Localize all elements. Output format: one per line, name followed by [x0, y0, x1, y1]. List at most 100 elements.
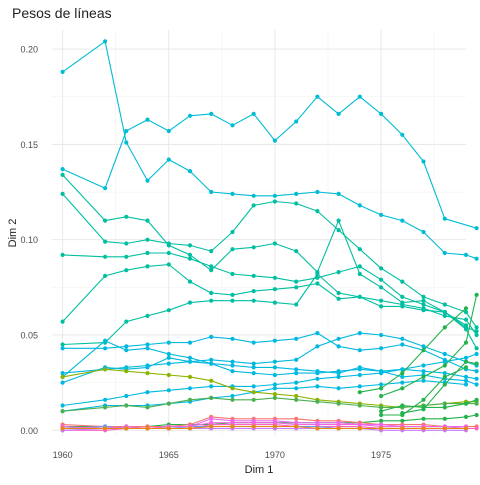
- data-point: [315, 94, 320, 99]
- data-point: [230, 123, 235, 128]
- data-point: [230, 420, 235, 425]
- data-point: [400, 279, 405, 284]
- data-point: [400, 426, 405, 431]
- data-point: [209, 361, 214, 366]
- data-point: [379, 332, 384, 338]
- y-tick-label: 0.15: [20, 140, 38, 150]
- data-point: [379, 382, 384, 387]
- data-point: [272, 241, 277, 246]
- data-point: [272, 382, 277, 387]
- data-point: [124, 128, 129, 134]
- data-point: [187, 340, 193, 345]
- data-point: [315, 422, 320, 427]
- data-point: [474, 376, 479, 381]
- data-point: [294, 285, 299, 290]
- data-point: [230, 424, 235, 429]
- data-point: [463, 323, 469, 328]
- data-point: [145, 390, 150, 395]
- data-point: [230, 271, 235, 277]
- data-point: [124, 426, 129, 431]
- series-line: [62, 353, 477, 407]
- data-point: [209, 264, 214, 269]
- data-point: [60, 371, 65, 376]
- data-point: [187, 243, 193, 248]
- data-point: [421, 426, 426, 431]
- data-point: [463, 340, 469, 345]
- x-tick-label: 1975: [371, 450, 391, 460]
- data-point: [187, 374, 193, 379]
- data-point: [166, 262, 171, 267]
- data-point: [379, 369, 384, 374]
- data-point: [400, 380, 405, 385]
- data-point: [442, 382, 447, 387]
- data-point: [294, 249, 299, 254]
- data-point: [251, 340, 256, 345]
- data-point: [251, 420, 256, 425]
- data-point: [294, 371, 299, 376]
- data-point: [272, 386, 277, 391]
- data-point: [230, 386, 235, 391]
- data-point: [166, 388, 171, 393]
- data-point: [124, 344, 129, 349]
- data-point: [166, 351, 171, 357]
- data-point: [145, 365, 150, 370]
- data-point: [187, 113, 193, 118]
- data-point: [103, 186, 108, 191]
- data-point: [294, 336, 299, 341]
- data-point: [336, 426, 341, 431]
- data-point: [294, 279, 299, 284]
- data-point: [294, 416, 299, 421]
- data-point: [315, 426, 320, 431]
- data-point: [379, 412, 384, 418]
- data-point: [442, 374, 447, 379]
- data-point: [400, 132, 405, 137]
- data-point: [400, 403, 405, 408]
- data-point: [187, 397, 193, 402]
- y-tick-label: 0.00: [20, 426, 38, 436]
- series-line: [62, 193, 478, 328]
- data-point: [272, 395, 277, 400]
- data-point: [166, 250, 171, 256]
- data-point: [230, 247, 235, 252]
- chart-title: Pesos de líneas: [12, 5, 112, 21]
- data-point: [251, 424, 256, 429]
- data-point: [474, 292, 479, 297]
- data-point: [463, 365, 469, 370]
- data-point: [209, 189, 214, 195]
- data-point: [442, 250, 447, 256]
- data-point: [209, 249, 214, 254]
- data-point: [463, 359, 469, 364]
- data-point: [379, 277, 384, 282]
- data-point: [336, 228, 341, 233]
- data-point: [421, 344, 426, 349]
- data-point: [124, 241, 129, 246]
- data-point: [60, 172, 65, 177]
- data-point: [60, 167, 65, 172]
- data-point: [442, 405, 447, 410]
- series-line: [62, 397, 477, 412]
- data-point: [442, 359, 447, 364]
- data-point: [230, 369, 235, 374]
- data-point: [145, 237, 150, 242]
- data-point: [251, 245, 256, 250]
- data-point: [209, 378, 214, 383]
- data-point: [124, 140, 129, 145]
- data-point: [421, 369, 426, 374]
- data-point: [400, 374, 405, 379]
- data-point: [60, 342, 65, 347]
- data-point: [103, 218, 108, 223]
- data-point: [103, 338, 108, 343]
- data-point: [251, 397, 256, 402]
- data-point: [336, 111, 341, 116]
- data-point: [379, 111, 384, 116]
- data-point: [230, 363, 235, 368]
- data-point: [421, 294, 426, 299]
- data-point: [230, 359, 235, 364]
- data-point: [124, 214, 129, 219]
- data-point: [315, 189, 320, 195]
- series-line: [62, 332, 477, 372]
- data-point: [474, 346, 479, 351]
- data-point: [60, 409, 65, 414]
- data-point: [463, 317, 469, 322]
